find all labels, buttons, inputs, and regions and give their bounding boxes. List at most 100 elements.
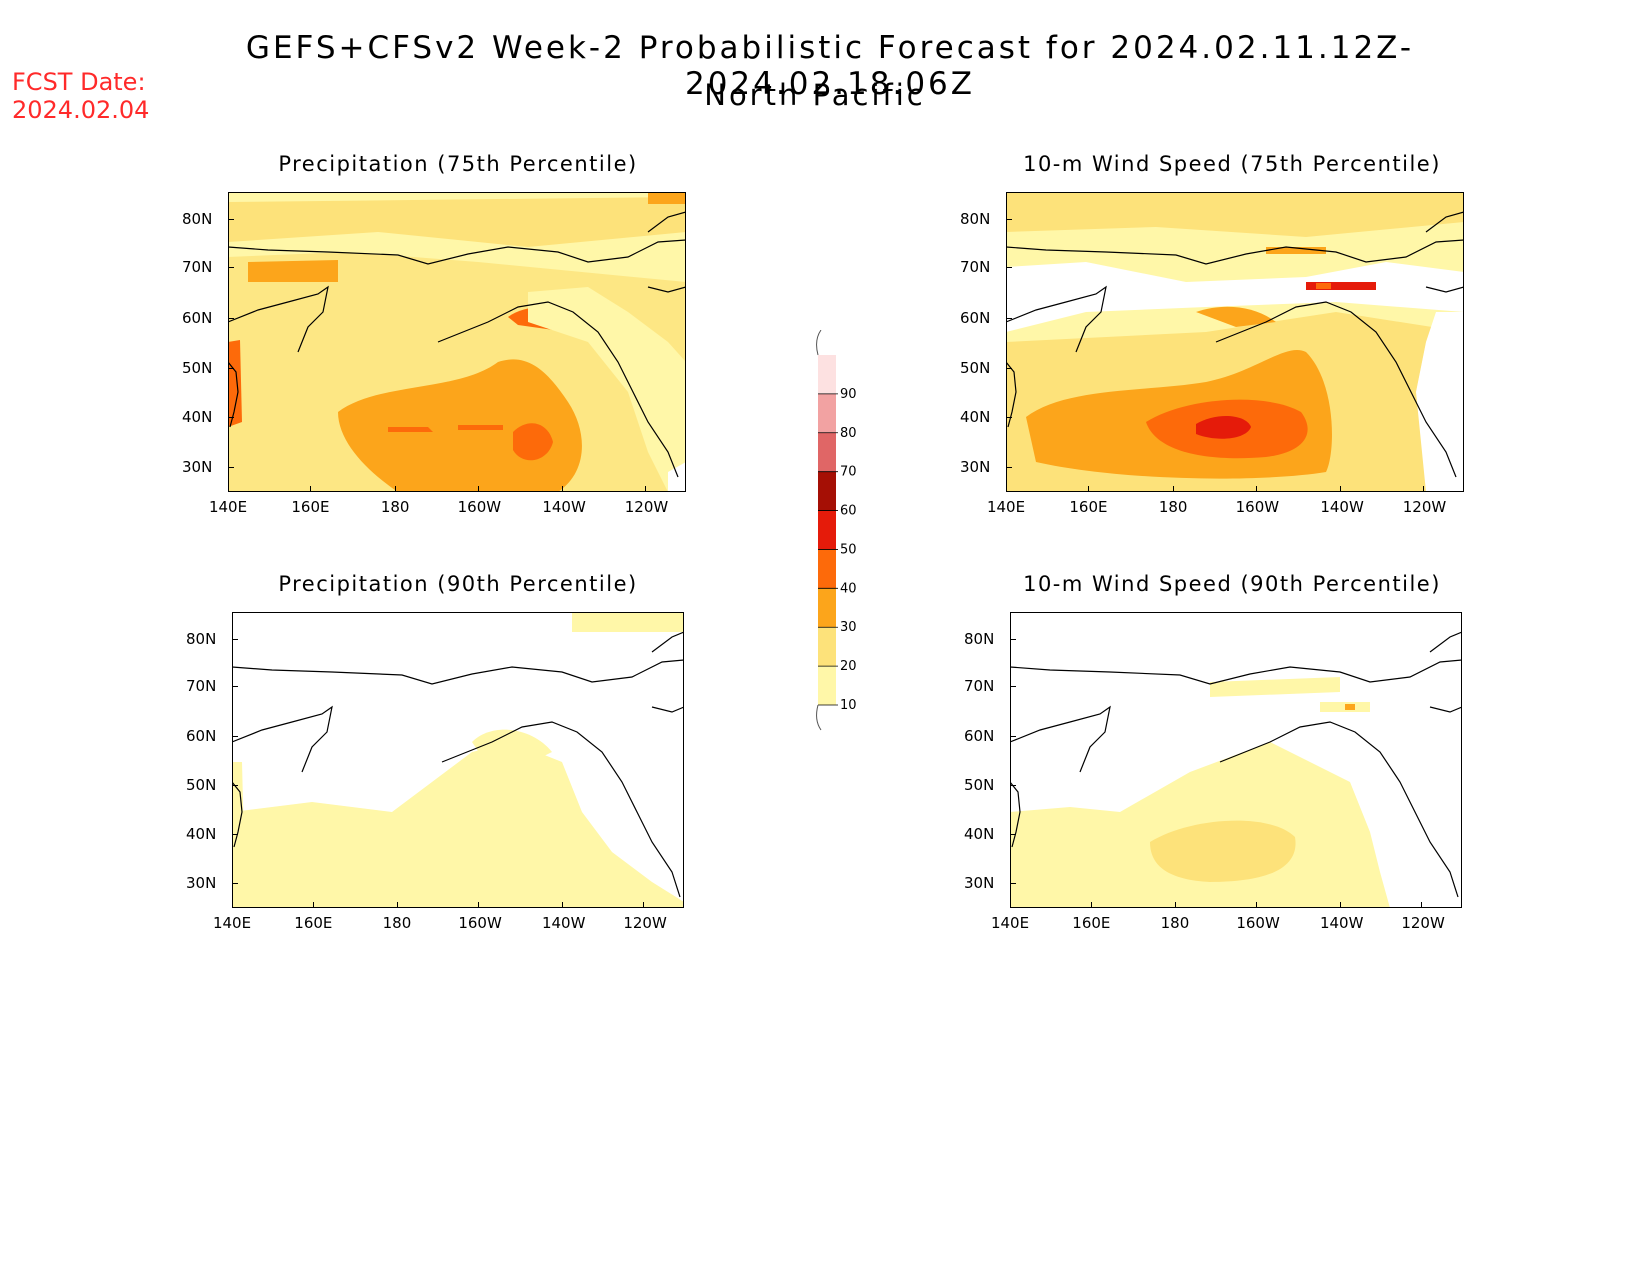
lat-tick-mark: [228, 318, 234, 319]
lon-tick-mark: [310, 486, 312, 492]
lat-tick-label: 60N: [964, 727, 995, 746]
colorbar-swatch: [818, 549, 836, 589]
lon-tick-label: 180: [380, 498, 410, 516]
lon-tick-mark: [1088, 486, 1090, 492]
colorbar-swatch: [818, 471, 836, 511]
lat-tick-mark: [1006, 466, 1012, 468]
colorbar-label: 10: [840, 698, 857, 713]
lon-tick-label: 160E: [291, 498, 330, 516]
panel-title-precip-90: Precipitation (90th Percentile): [278, 572, 638, 596]
lat-tick-label: 50N: [186, 776, 217, 795]
lat-tick-mark: [1006, 367, 1012, 369]
lat-tick-mark: [232, 638, 238, 640]
map-precip-75: [228, 192, 686, 492]
colorbar-swatch: [818, 355, 836, 394]
lon-tick-label: 140W: [541, 914, 586, 932]
forecast-date-label: FCST Date:: [12, 68, 146, 96]
lon-tick-mark: [1256, 902, 1258, 908]
lon-tick-mark: [1010, 902, 1011, 908]
lat-tick-mark: [1006, 267, 1012, 268]
lat-tick-label: 70N: [186, 677, 217, 695]
lon-tick-label: 140W: [1319, 914, 1364, 932]
lat-tick-mark: [228, 466, 234, 468]
lon-tick-mark: [1421, 902, 1423, 908]
colorbar: 10 20 30 40 50 60 70 80 90: [800, 329, 860, 760]
map-precip-90: [232, 612, 684, 908]
lat-tick-label: 70N: [960, 258, 991, 276]
lat-tick-label: 60N: [186, 727, 217, 746]
lat-tick-mark: [232, 882, 238, 884]
lat-tick-mark: [1010, 834, 1016, 835]
panel-title-precip-75: Precipitation (75th Percentile): [278, 152, 638, 176]
colorbar-top-cap: [816, 329, 822, 356]
colorbar-bottom-cap: [816, 704, 822, 731]
lon-tick-label: 140E: [208, 498, 248, 516]
lon-tick-mark: [232, 902, 233, 908]
lon-tick-label: 120W: [623, 914, 667, 932]
frame-precip-75: [228, 192, 686, 492]
lon-tick-label: 160E: [1072, 914, 1111, 932]
frame-wind-75: [1006, 192, 1464, 492]
lat-tick-mark: [228, 219, 234, 220]
lon-tick-mark: [228, 486, 229, 492]
colorbar-label: 70: [840, 465, 857, 480]
lat-tick-label: 70N: [964, 677, 995, 695]
page-subtitle: North Pacific: [0, 78, 1650, 112]
lat-tick-mark: [232, 785, 238, 787]
map-wind-75: [1006, 192, 1464, 492]
lon-tick-mark: [1006, 486, 1007, 492]
colorbar-label: 50: [840, 542, 857, 557]
lat-tick-label: 40N: [960, 408, 991, 426]
colorbar-swatch: [818, 627, 836, 667]
colorbar-swatch: [818, 588, 836, 628]
lon-tick-mark: [1091, 902, 1093, 908]
lat-tick-label: 70N: [182, 258, 213, 276]
lat-tick-label: 30N: [964, 873, 995, 892]
lat-tick-label: 80N: [182, 210, 213, 228]
colorbar-label: 80: [840, 426, 857, 441]
lon-tick-label: 140E: [990, 914, 1030, 932]
lon-tick-mark: [313, 902, 315, 908]
panel-title-wind-90: 10-m Wind Speed (90th Percentile): [1023, 572, 1441, 596]
lat-tick-label: 30N: [186, 873, 217, 892]
lon-tick-label: 160E: [1069, 498, 1108, 516]
lon-tick-mark: [1174, 902, 1176, 908]
colorbar-swatches: 10 20 30 40 50 60 70 80 90: [816, 329, 857, 731]
lat-tick-label: 60N: [182, 309, 213, 327]
lon-tick-mark: [561, 902, 563, 908]
lat-tick-label: 30N: [960, 457, 991, 476]
lat-tick-mark: [1010, 736, 1016, 738]
lat-tick-mark: [1006, 318, 1012, 319]
lon-tick-label: 140E: [986, 498, 1026, 516]
lon-tick-mark: [643, 902, 645, 908]
lon-tick-label: 160W: [458, 914, 502, 932]
lon-tick-mark: [395, 486, 397, 492]
lat-tick-mark: [1006, 417, 1012, 418]
colorbar-label: 60: [840, 504, 857, 519]
lat-tick-mark: [1010, 882, 1016, 884]
lat-tick-label: 80N: [186, 629, 217, 648]
lon-tick-mark: [478, 902, 480, 908]
lat-tick-mark: [228, 267, 234, 268]
lat-tick-label: 40N: [182, 408, 213, 426]
forecast-date-value: 2024.02.04: [12, 96, 150, 124]
lat-tick-label: 80N: [964, 629, 995, 648]
lat-tick-label: 30N: [182, 457, 213, 476]
lat-tick-mark: [232, 834, 238, 835]
lon-tick-label: 140W: [542, 498, 586, 516]
lat-tick-mark: [1010, 638, 1016, 640]
lat-tick-mark: [1006, 219, 1012, 220]
lat-tick-label: 80N: [960, 210, 991, 228]
colorbar-label: 40: [840, 581, 857, 596]
page-title: GEFS+CFSv2 Week-2 Probabilistic Forecast…: [245, 30, 1415, 102]
map-wind-90: [1010, 612, 1462, 908]
colorbar-label: 20: [840, 659, 857, 674]
lon-tick-label: 120W: [624, 498, 669, 516]
lat-tick-label: 40N: [964, 825, 995, 843]
lon-tick-label: 160W: [1236, 914, 1280, 932]
lat-tick-label: 50N: [182, 358, 213, 377]
lon-tick-mark: [1255, 486, 1257, 492]
lat-tick-mark: [232, 686, 238, 687]
colorbar-label: 30: [840, 620, 857, 635]
lat-tick-label: 50N: [964, 776, 995, 795]
